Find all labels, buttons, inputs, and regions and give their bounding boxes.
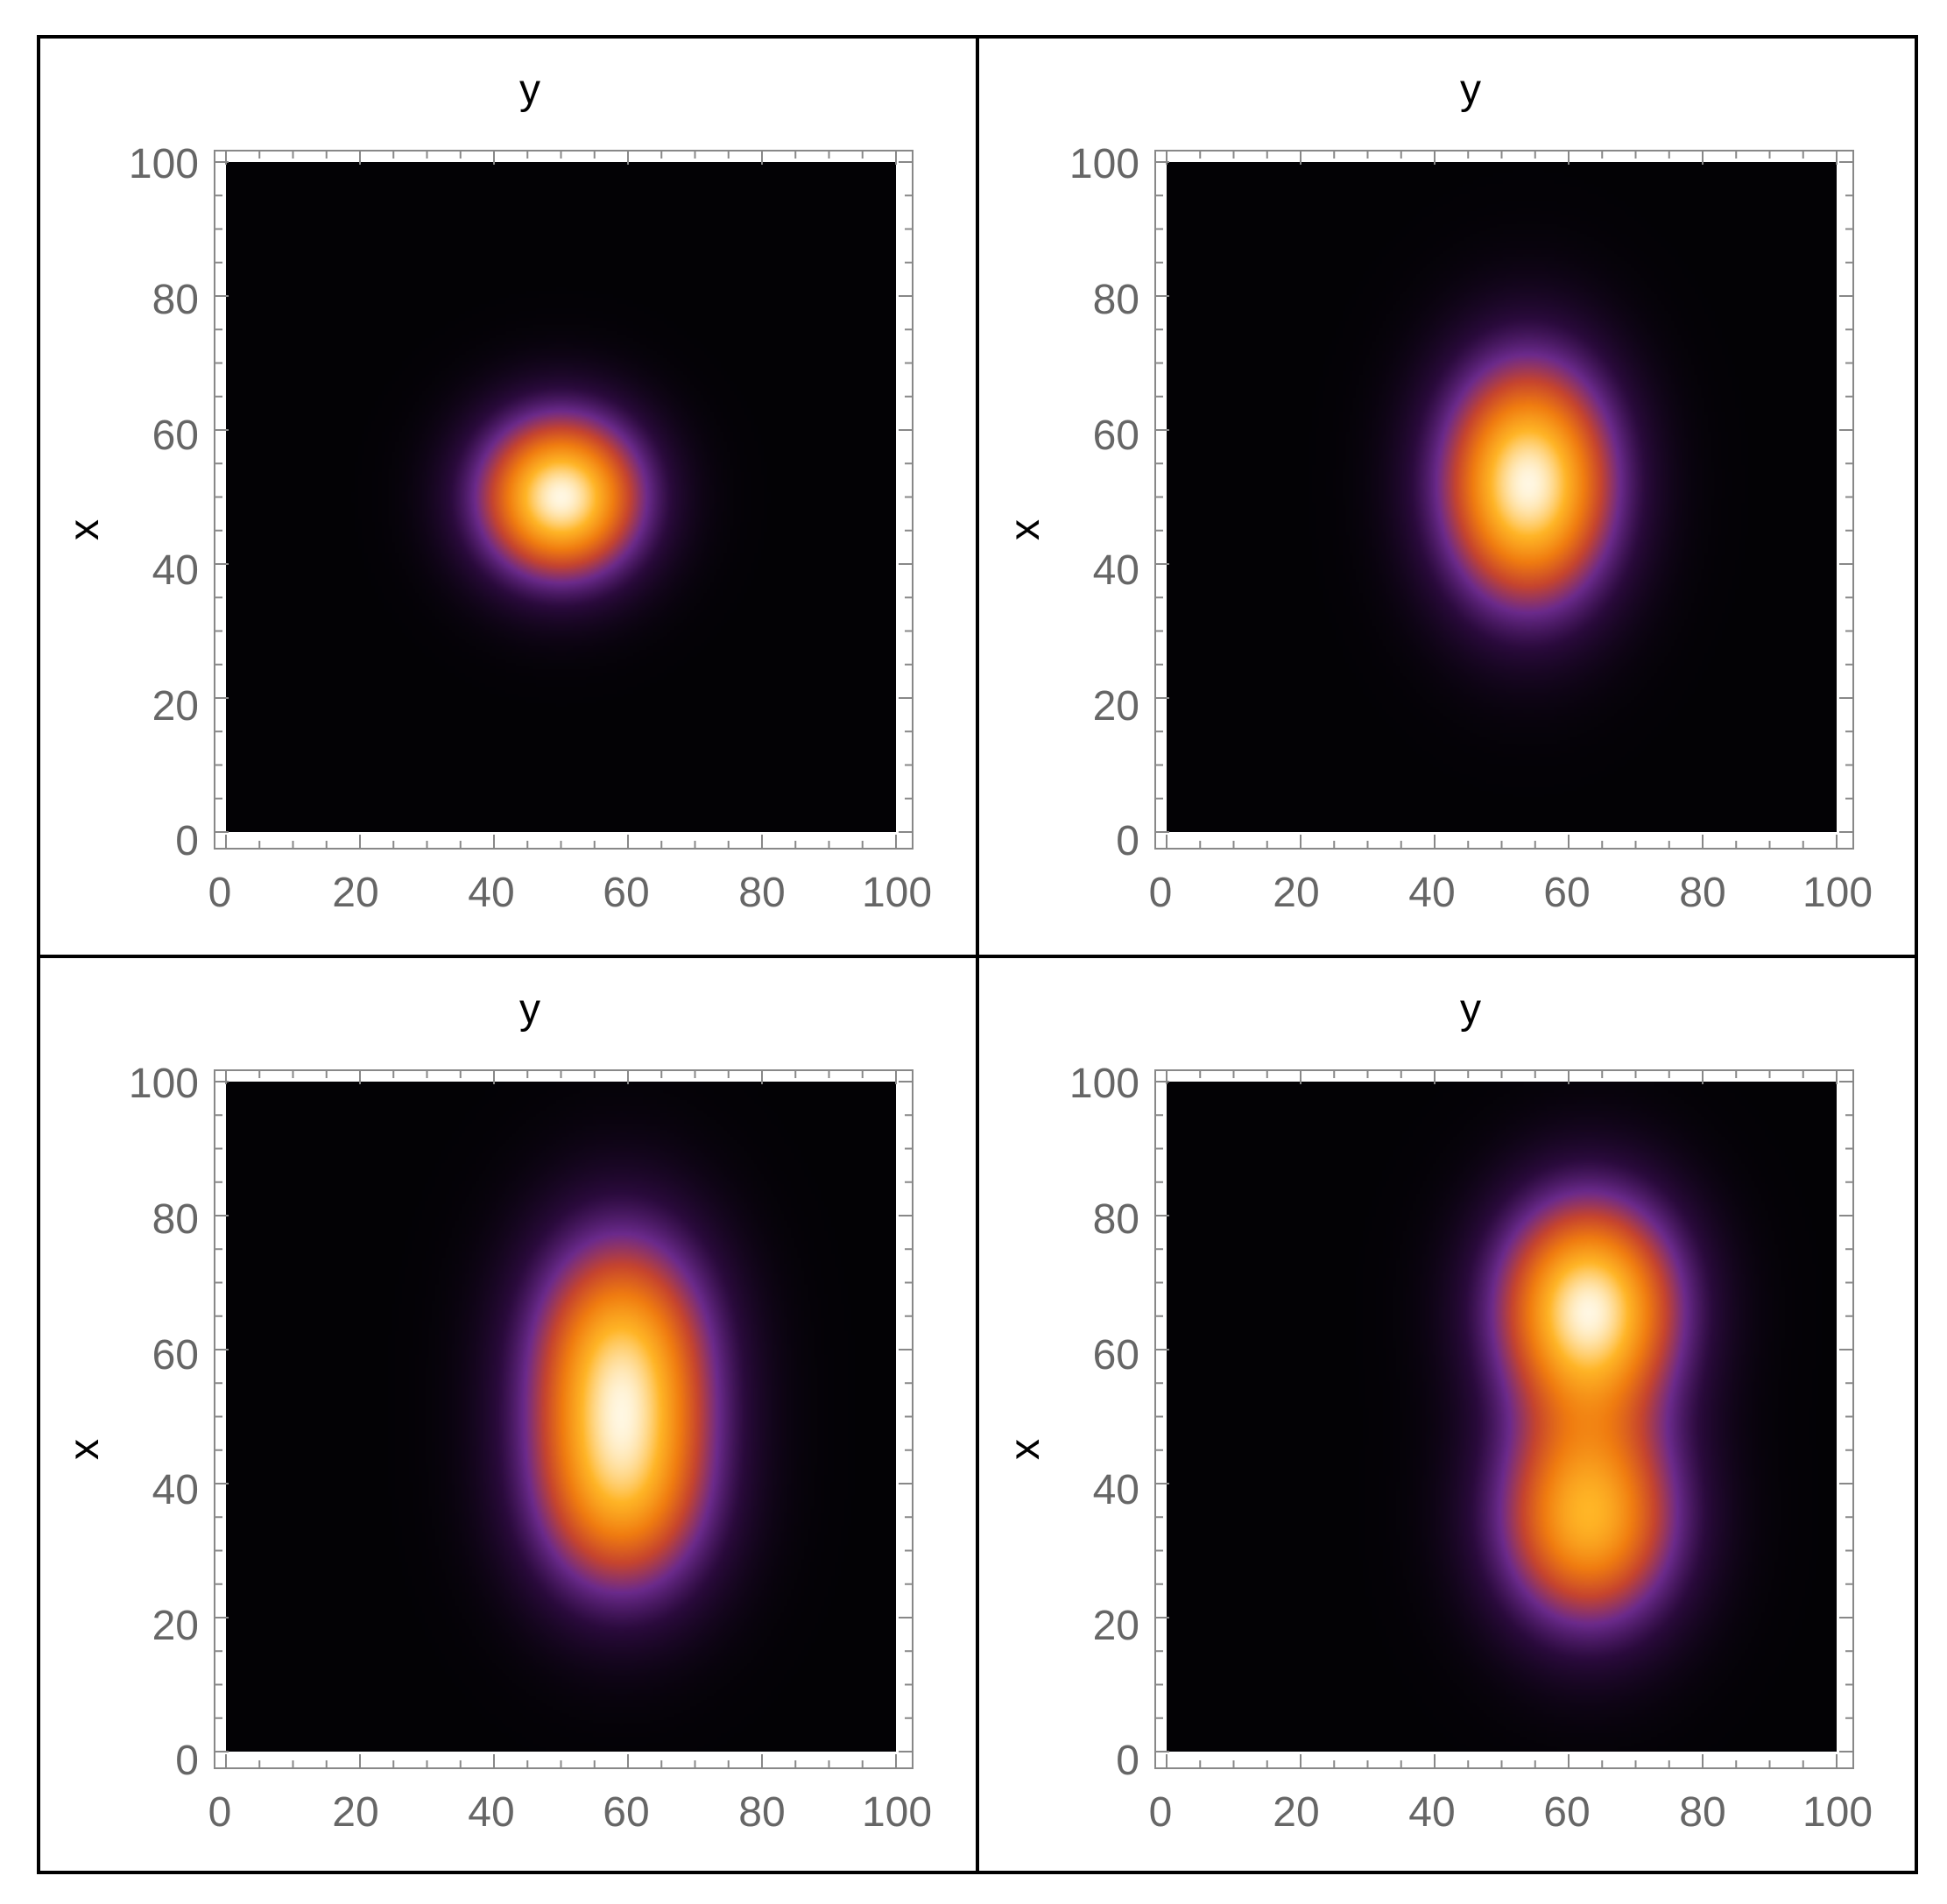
panel-2-xlabel: y — [519, 986, 540, 1033]
panel-0-x-tick-label-80: 80 — [738, 870, 785, 916]
panel-3-x-tick-label-0: 0 — [1149, 1789, 1173, 1836]
panel-1-y-tick-label-80: 80 — [1093, 277, 1139, 323]
panel-3-heatmap — [1167, 1082, 1837, 1752]
panel-2-x-tick-labels: 0 20 40 60 80 100 — [208, 1789, 932, 1836]
panel-1-xlabel: y — [1460, 67, 1481, 113]
panel-1-x-tick-label-0: 0 — [1149, 870, 1173, 916]
panel-1-y-tick-label-20: 20 — [1093, 683, 1139, 730]
panel-3-x-tick-label-40: 40 — [1408, 1789, 1455, 1836]
panel-0-y-tick-label-20: 20 — [152, 683, 199, 730]
panel-0-x-tick-label-60: 60 — [603, 870, 649, 916]
panel-3: y x 0 20 40 60 80 100 0 20 40 60 80 100 — [1002, 986, 1873, 1836]
panel-3-xlabel: y — [1460, 986, 1481, 1033]
panel-2-x-tick-label-20: 20 — [332, 1789, 378, 1836]
panel-1-y-tick-label-40: 40 — [1093, 547, 1139, 594]
panel-1: y x 0 20 40 60 80 100 0 20 40 60 80 100 — [1002, 67, 1873, 916]
panel-0-x-tick-label-40: 40 — [468, 870, 514, 916]
panel-3-y-tick-label-60: 60 — [1093, 1332, 1139, 1379]
panel-1-x-tick-label-100: 100 — [1802, 870, 1873, 916]
panel-2-heatmap — [226, 1082, 896, 1752]
grid-borders — [37, 35, 1918, 1874]
panel-1-x-tick-labels: 0 20 40 60 80 100 — [1149, 870, 1873, 916]
panel-1-x-tick-label-20: 20 — [1273, 870, 1319, 916]
panel-0-x-tick-label-100: 100 — [862, 870, 932, 916]
panel-0-ticks — [215, 151, 913, 849]
panel-1-x-tick-label-40: 40 — [1408, 870, 1455, 916]
panel-2-y-tick-label-0: 0 — [175, 1738, 199, 1784]
panel-1-y-tick-labels: 0 20 40 60 80 100 — [1069, 141, 1139, 864]
panel-1-ticks — [1155, 151, 1853, 849]
panel-3-y-tick-label-0: 0 — [1116, 1738, 1139, 1784]
panel-3-x-tick-label-60: 60 — [1543, 1789, 1590, 1836]
panel-3-x-tick-label-100: 100 — [1802, 1789, 1873, 1836]
panel-0: y x 0 20 40 60 80 100 0 20 40 60 80 100 — [61, 67, 932, 916]
panel-3-ylabel: x — [1002, 1439, 1048, 1460]
panel-0-x-tick-label-20: 20 — [332, 870, 378, 916]
panel-2: y x 0 20 40 60 80 100 0 20 40 60 80 100 — [61, 986, 932, 1836]
panel-2-y-tick-labels: 0 20 40 60 80 100 — [129, 1061, 199, 1784]
panel-2-y-tick-label-80: 80 — [152, 1196, 199, 1243]
panel-0-ylabel: x — [61, 519, 108, 540]
panel-3-x-tick-label-20: 20 — [1273, 1789, 1319, 1836]
panel-2-x-tick-label-0: 0 — [208, 1789, 232, 1836]
panel-2-y-tick-label-20: 20 — [152, 1603, 199, 1649]
panel-1-ylabel: x — [1002, 519, 1048, 540]
panel-0-xlabel: y — [519, 67, 540, 113]
panel-0-heatmap — [226, 162, 896, 832]
panel-3-y-tick-label-100: 100 — [1069, 1061, 1139, 1107]
panel-3-ticks — [1155, 1070, 1853, 1768]
panel-2-ylabel: x — [61, 1439, 108, 1460]
panel-0-x-tick-label-0: 0 — [208, 870, 232, 916]
panel-3-y-tick-label-80: 80 — [1093, 1196, 1139, 1243]
panel-2-ticks — [215, 1070, 913, 1768]
panel-0-y-tick-label-40: 40 — [152, 547, 199, 594]
panel-3-x-tick-labels: 0 20 40 60 80 100 — [1149, 1789, 1873, 1836]
panel-1-y-tick-label-60: 60 — [1093, 413, 1139, 459]
panel-0-y-tick-label-60: 60 — [152, 413, 199, 459]
panel-2-y-tick-label-100: 100 — [129, 1061, 199, 1107]
panel-0-y-tick-labels: 0 20 40 60 80 100 — [129, 141, 199, 864]
panel-1-y-tick-label-0: 0 — [1116, 818, 1139, 864]
panel-3-x-tick-label-80: 80 — [1679, 1789, 1725, 1836]
panel-2-x-tick-label-60: 60 — [603, 1789, 649, 1836]
panel-0-x-tick-labels: 0 20 40 60 80 100 — [208, 870, 932, 916]
panel-1-y-tick-label-100: 100 — [1069, 141, 1139, 187]
panel-2-y-tick-label-40: 40 — [152, 1467, 199, 1513]
panel-1-x-tick-label-60: 60 — [1543, 870, 1590, 916]
panel-0-y-tick-label-100: 100 — [129, 141, 199, 187]
panel-0-y-tick-label-80: 80 — [152, 277, 199, 323]
panel-1-x-tick-label-80: 80 — [1679, 870, 1725, 916]
panel-3-y-tick-labels: 0 20 40 60 80 100 — [1069, 1061, 1139, 1784]
panel-3-y-tick-label-40: 40 — [1093, 1467, 1139, 1513]
panel-2-y-tick-label-60: 60 — [152, 1332, 199, 1379]
panel-1-heatmap — [1167, 162, 1837, 832]
panel-2-x-tick-label-40: 40 — [468, 1789, 514, 1836]
panel-0-y-tick-label-0: 0 — [175, 818, 199, 864]
panel-2-x-tick-label-80: 80 — [738, 1789, 785, 1836]
panel-3-y-tick-label-20: 20 — [1093, 1603, 1139, 1649]
panel-2-x-tick-label-100: 100 — [862, 1789, 932, 1836]
